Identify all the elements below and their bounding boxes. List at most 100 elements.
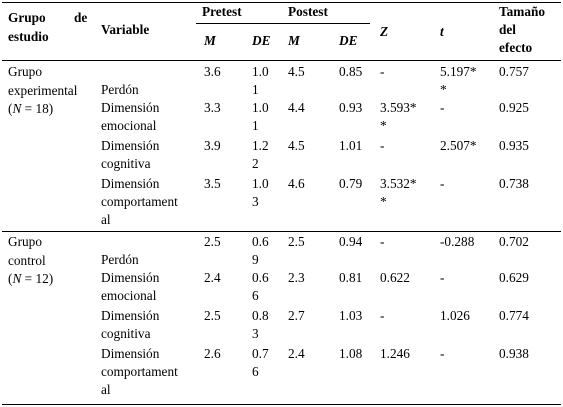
pretest-m: 2.4 — [204, 270, 221, 285]
variable-label-line3: al — [101, 212, 111, 227]
header-efecto-line2: del — [499, 22, 516, 37]
header-variable: Variable — [101, 22, 150, 37]
t-value: 2.507* — [440, 138, 477, 153]
header-z: Z — [380, 24, 389, 39]
pretest-de: 0.6 — [252, 270, 269, 285]
effect-size: 0.629 — [499, 270, 529, 285]
pretest-de-wrap: 2 — [252, 156, 259, 171]
postest-de: 0.93 — [339, 100, 363, 115]
variable-label-line2: comportament — [101, 194, 178, 209]
pretest-de: 1.0 — [252, 176, 269, 191]
postest-m: 4.5 — [288, 138, 305, 153]
pretest-m: 3.9 — [204, 138, 221, 153]
z-value: - — [380, 64, 385, 79]
header-post-de: DE — [339, 33, 358, 48]
header-postest: Postest — [288, 4, 328, 19]
header-t: t — [440, 24, 444, 39]
t-value: 5.197* — [440, 64, 477, 79]
pretest-de-wrap: 1 — [252, 118, 259, 133]
pretest-de: 1.0 — [252, 100, 269, 115]
postest-m: 2.4 — [288, 346, 305, 361]
effect-size: 0.925 — [499, 100, 529, 115]
variable-label: Dimensión — [101, 346, 160, 361]
group-name-line1: Grupo — [8, 234, 42, 249]
group-name-line2: experimental — [8, 83, 78, 98]
t-value-wrap: * — [440, 82, 447, 97]
pretest-de-wrap: 9 — [252, 252, 259, 267]
group-n: (N = 12) — [8, 271, 54, 286]
pretest-de: 1.2 — [252, 138, 269, 153]
variable-label-line2: emocional — [101, 118, 157, 133]
postest-m: 2.3 — [288, 270, 305, 285]
effect-size: 0.938 — [499, 346, 529, 361]
postest-de: 1.08 — [339, 346, 363, 361]
group-separator-rule — [2, 231, 561, 232]
postest-de: 0.85 — [339, 64, 363, 79]
header-grupo-line1: Grupo — [8, 10, 46, 25]
z-value: 0.622 — [380, 270, 410, 285]
table-top-rule — [2, 2, 561, 3]
z-value: - — [380, 234, 385, 249]
header-grupo-de: de — [74, 10, 88, 25]
pretest-m: 3.5 — [204, 176, 221, 191]
variable-label-line2: emocional — [101, 288, 157, 303]
pretest-de-wrap: 1 — [252, 82, 259, 97]
postest-de: 0.81 — [339, 270, 363, 285]
group-n: (N = 18) — [8, 101, 54, 116]
postest-m: 2.5 — [288, 234, 305, 249]
z-value: 3.532* — [380, 176, 417, 191]
pretest-de-wrap: 3 — [252, 194, 259, 209]
postest-de: 1.03 — [339, 308, 363, 323]
postest-m: 4.6 — [288, 176, 305, 191]
postest-de: 0.94 — [339, 234, 363, 249]
z-value: 1.246 — [380, 346, 410, 361]
variable-label-line2: comportament — [101, 364, 178, 379]
pretest-de: 0.8 — [252, 308, 269, 323]
group-name-line2: control — [8, 253, 46, 268]
pretest-postest-underline — [196, 23, 370, 24]
z-value: - — [380, 138, 385, 153]
pretest-m: 3.3 — [204, 100, 221, 115]
variable-label: Dimensión — [101, 270, 160, 285]
header-pre-de: DE — [252, 33, 271, 48]
header-efecto-line3: efecto — [499, 40, 533, 55]
postest-de: 0.79 — [339, 176, 363, 191]
t-value: - — [440, 176, 445, 191]
variable-label-line3: al — [101, 382, 111, 397]
pretest-de-wrap: 3 — [252, 326, 259, 341]
variable-label-line2: cognitiva — [101, 326, 151, 341]
effect-size: 0.757 — [499, 64, 529, 79]
header-pre-m: M — [204, 33, 216, 48]
variable-label: Dimensión — [101, 176, 160, 191]
t-value: - — [440, 346, 445, 361]
t-value: 1.026 — [440, 308, 470, 323]
effect-size: 0.935 — [499, 138, 529, 153]
pretest-m: 3.6 — [204, 64, 221, 79]
header-bottom-rule — [2, 60, 561, 61]
effect-size: 0.738 — [499, 176, 529, 191]
t-value: -0.288 — [440, 234, 475, 249]
t-value: - — [440, 270, 445, 285]
header-efecto-line1: Tamaño — [499, 4, 546, 19]
pretest-m: 2.5 — [204, 308, 221, 323]
group-name-line1: Grupo — [8, 64, 42, 79]
t-value: - — [440, 100, 445, 115]
z-value: - — [380, 308, 385, 323]
pretest-de: 0.6 — [252, 234, 269, 249]
variable-label-line2: cognitiva — [101, 156, 151, 171]
postest-m: 4.5 — [288, 64, 305, 79]
variable-label: Dimensión — [101, 308, 160, 323]
pretest-m: 2.5 — [204, 234, 221, 249]
pretest-de: 1.0 — [252, 64, 269, 79]
z-value-wrap: * — [380, 118, 387, 133]
postest-m: 2.7 — [288, 308, 305, 323]
header-post-m: M — [288, 33, 300, 48]
effect-size: 0.774 — [499, 308, 529, 323]
header-grupo-line2: estudio — [8, 29, 49, 44]
table-bottom-rule — [2, 404, 561, 405]
postest-de: 1.01 — [339, 138, 363, 153]
variable-label: Perdón — [101, 252, 139, 267]
pretest-m: 2.6 — [204, 346, 221, 361]
variable-label: Perdón — [101, 82, 139, 97]
